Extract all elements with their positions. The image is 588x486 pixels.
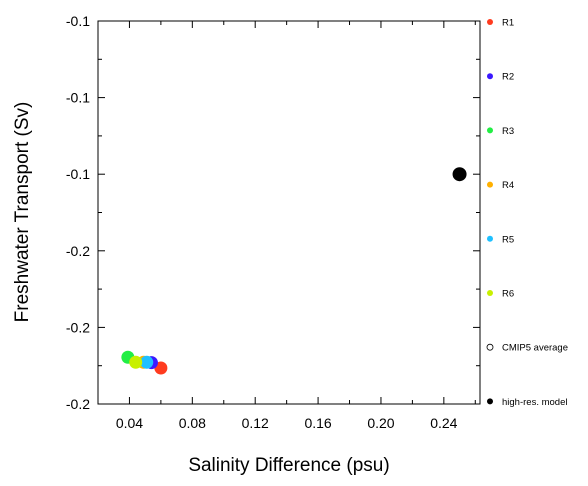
y-tick-label: -0.2	[66, 243, 90, 259]
data-point-high-res-model	[452, 167, 467, 182]
plot-frame	[97, 20, 481, 405]
y-tick-label: -0.2	[66, 319, 90, 335]
legend-marker	[486, 343, 494, 351]
y-axis-label: Freshwater Transport (Sv)	[12, 102, 33, 323]
x-axis-ticks: 0.04 0.08 0.12 0.16 0.20 0.24	[116, 21, 476, 431]
x-tick-label: 0.04	[116, 415, 143, 431]
legend-label: R5	[502, 234, 514, 245]
y-tick-label: -0.2	[66, 396, 90, 412]
x-axis-label: Salinity Difference (psu)	[188, 455, 389, 476]
data-points	[121, 167, 467, 375]
legend-label: R2	[502, 72, 514, 83]
legend-label: R6	[502, 289, 514, 300]
legend-marker	[487, 235, 493, 242]
x-tick-label: 0.24	[430, 415, 457, 431]
x-tick-label: 0.20	[367, 415, 394, 431]
y-axis-ticks: -0.1 -0.1 -0.1 -0.2 -0.2 -0.2	[66, 13, 480, 412]
legend-label: high-res. model	[502, 397, 567, 408]
legend: R1 R2 R3 R4 R5 R6 CMIP5 average high-res. model	[486, 18, 568, 408]
legend-marker	[487, 181, 493, 188]
legend-marker	[487, 398, 493, 405]
x-tick-label: 0.16	[304, 415, 331, 431]
legend-label: CMIP5 average	[502, 343, 568, 354]
data-point-r6	[129, 355, 143, 369]
data-point-r5	[140, 355, 154, 369]
y-tick-label: -0.1	[66, 90, 90, 106]
legend-label: R1	[502, 18, 514, 29]
legend-marker	[487, 127, 493, 134]
x-tick-label: 0.08	[179, 415, 206, 431]
x-tick-label: 0.12	[242, 415, 269, 431]
legend-label: R4	[502, 180, 514, 191]
y-tick-label: -0.1	[66, 166, 90, 182]
legend-marker	[487, 290, 493, 296]
legend-label: R3	[502, 126, 514, 137]
y-tick-label: -0.1	[66, 13, 90, 29]
data-point-r1	[154, 361, 168, 375]
legend-marker	[487, 73, 493, 80]
legend-marker	[487, 19, 493, 25]
